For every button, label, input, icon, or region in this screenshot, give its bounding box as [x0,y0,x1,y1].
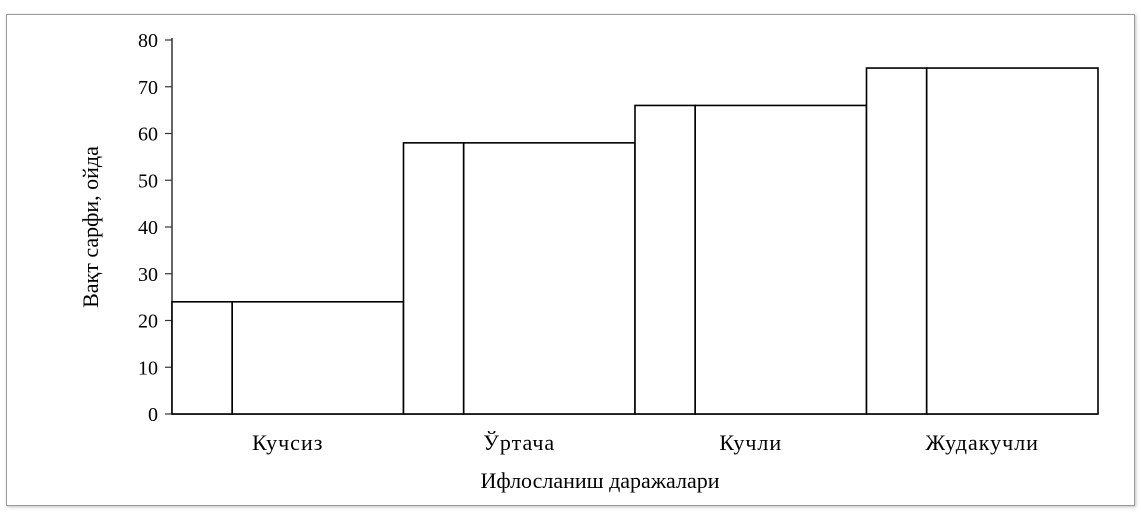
category-labels: Кучсиз Ўртача Кучли Жудакучли [252,430,1039,455]
bar-front [865,67,928,415]
y-tick-label: 80 [138,30,158,52]
y-tick-label: 40 [138,217,158,239]
y-tick-label: 50 [138,170,158,192]
bar-front [402,142,465,415]
y-tick-labels: 0 10 20 30 40 50 60 70 80 [138,30,158,426]
bar-main [231,300,405,415]
bar-main [694,104,868,415]
y-axis-title: Вақт сарфи, ойда [78,146,103,308]
category-label: Жудакучли [926,430,1039,455]
bar-main [925,67,1099,415]
y-tick-label: 10 [138,357,158,379]
category-label: Кучли [719,430,782,455]
y-tick-label: 0 [148,404,158,426]
y-tick-label: 20 [138,311,158,333]
y-tick-label: 60 [138,124,158,146]
category-label: Кучсиз [252,430,323,455]
bar-front [171,300,233,415]
bar-main [462,142,636,415]
chart-bars [171,67,1099,415]
bar-front [634,104,696,415]
y-tick-label: 30 [138,264,158,286]
y-tick-label: 70 [138,77,158,99]
x-axis-title: Ифлосланиш даражалари [480,468,719,493]
category-label: Ўртача [483,430,555,455]
